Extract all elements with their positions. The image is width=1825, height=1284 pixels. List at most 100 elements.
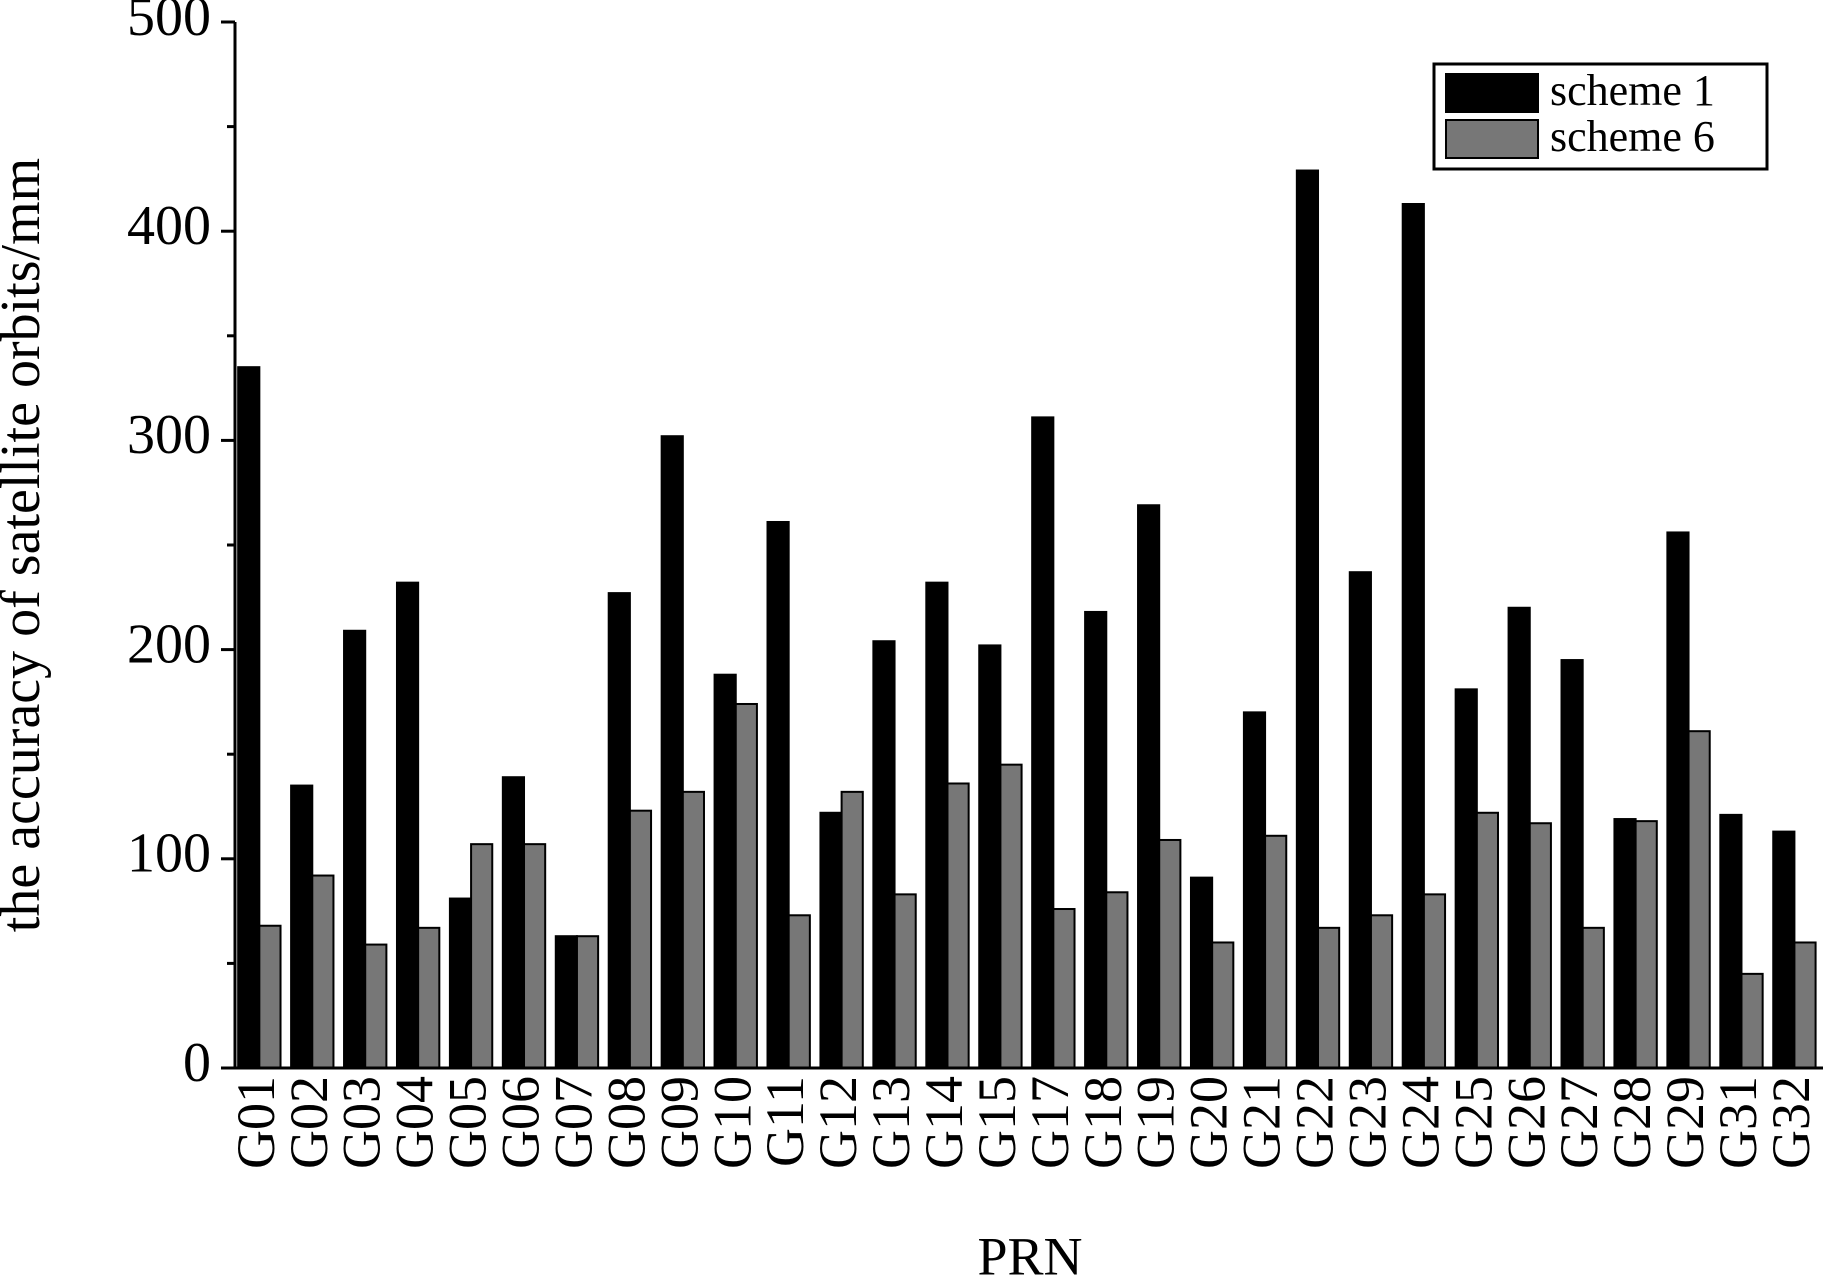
bar xyxy=(787,914,811,1069)
x-axis-label: PRN xyxy=(977,1226,1082,1284)
x-tick-label: G20 xyxy=(1179,1076,1239,1169)
y-tick-label: 400 xyxy=(127,195,211,257)
legend-label: scheme 6 xyxy=(1550,112,1715,161)
bar xyxy=(946,782,970,1069)
x-tick-label: G08 xyxy=(596,1076,656,1169)
x-tick-label: G25 xyxy=(1443,1076,1503,1169)
bar xyxy=(766,520,790,1069)
bar xyxy=(1295,169,1320,1070)
legend-swatch xyxy=(1445,73,1539,113)
bar xyxy=(1031,416,1055,1069)
bar xyxy=(1348,571,1372,1069)
x-tick-label: G24 xyxy=(1390,1076,1450,1169)
x-tick-label: G12 xyxy=(808,1076,868,1169)
bar xyxy=(1793,941,1817,1069)
x-tick-label: G17 xyxy=(1020,1076,1080,1169)
bar xyxy=(1528,822,1552,1070)
bar xyxy=(1613,818,1637,1069)
bar xyxy=(1507,606,1531,1069)
x-tick-label: G14 xyxy=(914,1076,974,1169)
bar xyxy=(395,581,420,1069)
bar xyxy=(840,790,864,1070)
bar xyxy=(1454,688,1478,1070)
bar xyxy=(1137,504,1161,1069)
bar xyxy=(470,843,494,1069)
x-tick-label: G22 xyxy=(1285,1076,1345,1169)
bar xyxy=(575,935,600,1069)
bar xyxy=(1211,941,1235,1069)
bar xyxy=(893,893,917,1070)
x-tick-label: G23 xyxy=(1337,1076,1397,1169)
y-tick-label: 500 xyxy=(127,0,211,48)
bar xyxy=(343,629,367,1069)
bar xyxy=(1369,914,1394,1069)
x-tick-label: G19 xyxy=(1126,1076,1186,1169)
bar xyxy=(258,924,282,1070)
x-tick-label: G21 xyxy=(1232,1076,1292,1169)
x-tick-label: G29 xyxy=(1655,1076,1715,1169)
x-tick-label: G11 xyxy=(755,1076,815,1167)
x-tick-label: G18 xyxy=(1073,1076,1133,1169)
x-tick-label: G04 xyxy=(385,1076,445,1169)
y-tick-label: 0 xyxy=(183,1032,211,1094)
x-tick-label: G03 xyxy=(332,1076,392,1169)
bar xyxy=(1105,891,1129,1069)
bar xyxy=(607,592,631,1070)
bar xyxy=(999,763,1023,1069)
bar xyxy=(1189,876,1214,1069)
x-tick-label: G09 xyxy=(649,1076,709,1169)
y-tick-label: 200 xyxy=(127,613,211,675)
bar xyxy=(1560,659,1584,1069)
bar xyxy=(237,366,261,1069)
x-tick-label: G07 xyxy=(543,1076,603,1169)
bar xyxy=(290,784,314,1070)
bar xyxy=(1242,711,1267,1069)
x-tick-label: G31 xyxy=(1708,1076,1768,1169)
x-tick-label: G10 xyxy=(702,1076,762,1169)
bar xyxy=(681,790,705,1070)
x-tick-label: G02 xyxy=(279,1076,339,1169)
bar xyxy=(1719,813,1743,1069)
x-tick-label: G32 xyxy=(1761,1076,1821,1169)
x-tick-label: G01 xyxy=(226,1076,286,1169)
bar xyxy=(734,702,758,1069)
bar xyxy=(1158,838,1182,1069)
bar xyxy=(1666,531,1690,1069)
bar xyxy=(1740,972,1764,1069)
bar xyxy=(1634,820,1658,1069)
x-tick-label: G15 xyxy=(967,1076,1027,1169)
bar xyxy=(819,811,843,1069)
bar xyxy=(660,435,684,1069)
bar xyxy=(872,640,896,1069)
bar xyxy=(1052,908,1076,1069)
x-tick-label: G13 xyxy=(861,1076,921,1169)
x-tick-label: G05 xyxy=(438,1076,498,1169)
bar xyxy=(417,926,441,1069)
bar xyxy=(1264,834,1288,1070)
bar xyxy=(448,897,473,1069)
x-tick-label: G27 xyxy=(1549,1076,1609,1169)
x-tick-label: G26 xyxy=(1496,1076,1556,1169)
bar xyxy=(501,776,526,1069)
bar xyxy=(1084,610,1108,1069)
bar xyxy=(1317,926,1341,1069)
x-tick-label: G28 xyxy=(1602,1076,1662,1169)
x-tick-label: G06 xyxy=(491,1076,551,1169)
bar xyxy=(1687,730,1711,1069)
bar xyxy=(554,935,578,1069)
legend-swatch xyxy=(1445,119,1539,159)
bar xyxy=(1475,811,1499,1069)
bar xyxy=(1581,926,1605,1069)
bar xyxy=(311,874,335,1070)
bar xyxy=(925,581,949,1069)
bar xyxy=(1422,893,1447,1070)
bar xyxy=(523,843,547,1069)
y-axis-label: the accuracy of satellite orbits/mm xyxy=(0,158,52,932)
y-tick-label: 100 xyxy=(127,823,211,885)
y-tick-label: 300 xyxy=(127,404,211,466)
bar xyxy=(628,809,653,1070)
bar xyxy=(1772,830,1796,1069)
bar xyxy=(1401,203,1425,1069)
bar xyxy=(978,644,1002,1070)
